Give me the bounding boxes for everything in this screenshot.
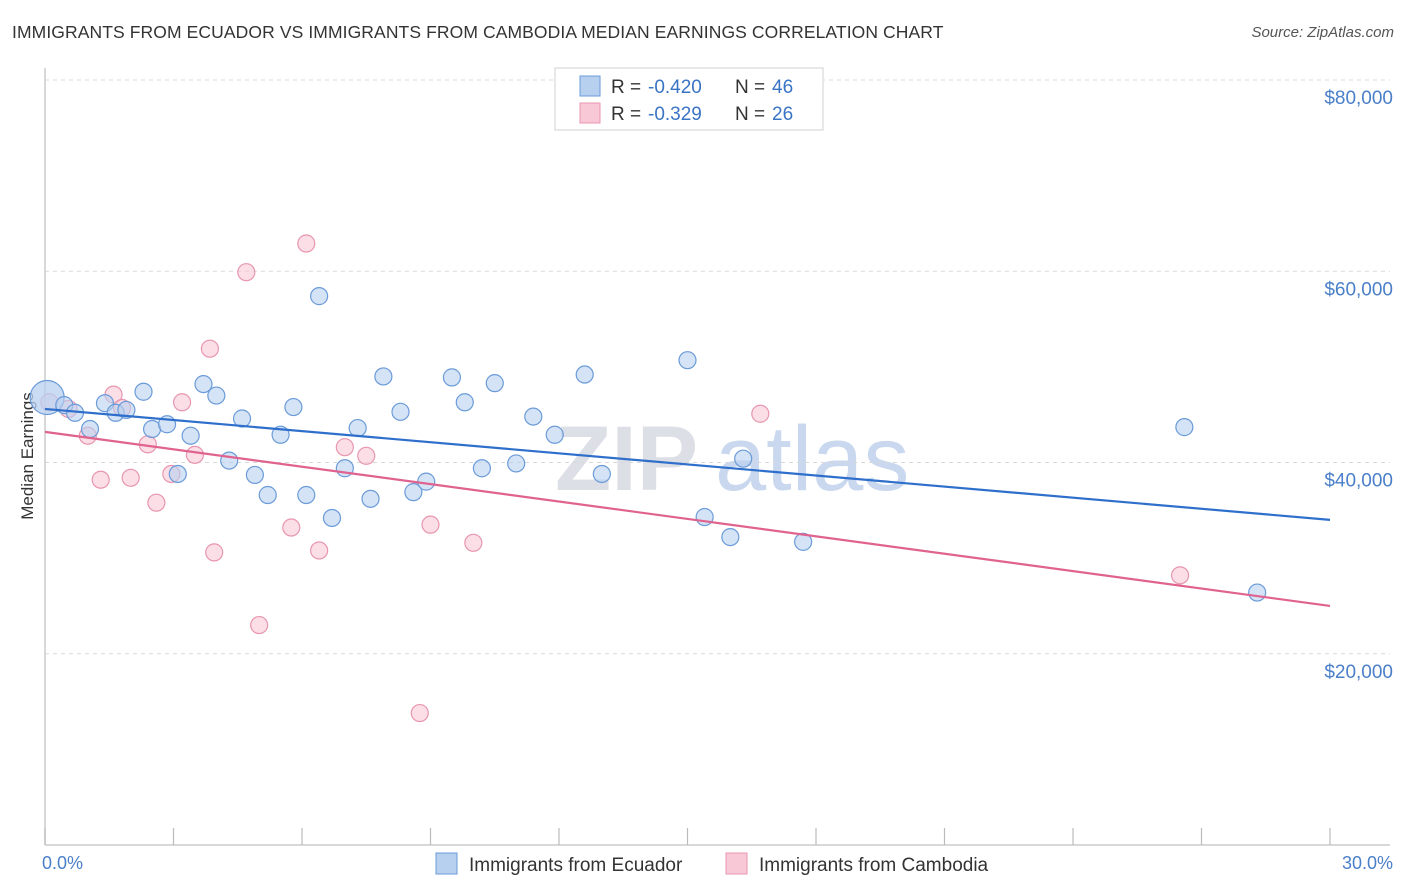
cambodia-point-19 (335, 438, 354, 457)
ecuador-point-22 (322, 508, 342, 528)
legend-swatch-ecuador (579, 75, 601, 97)
series-legend-swatch-cambodia (725, 852, 748, 875)
ecuador-point-37 (575, 365, 594, 384)
legend-r-label-cambodia: R = (611, 104, 641, 125)
y-tick-labels: $20,000 $40,000 $60,000 $80,000 (1324, 88, 1393, 683)
cambodia-point-18 (310, 541, 329, 560)
y-tick-label-3: $80,000 (1324, 88, 1393, 109)
ecuador-point-33 (485, 374, 504, 393)
cambodia-point-14 (237, 263, 256, 282)
legend-r-value-ecuador: -0.420 (648, 77, 702, 98)
ecuador-points (29, 287, 1267, 602)
ecuador-point-21 (310, 287, 329, 306)
ecuador-point-30 (442, 368, 462, 387)
legend-r-label-ecuador: R = (611, 77, 641, 98)
trend-lines (44, 407, 1331, 608)
ecuador-point-19 (284, 397, 303, 417)
cambodia-point-17 (297, 234, 316, 253)
x-ticks (44, 828, 1331, 845)
ecuador-point-32 (472, 459, 491, 478)
ecuador-point-14 (220, 451, 239, 470)
ecuador-point-12 (194, 374, 213, 394)
cambodia-point-24 (751, 404, 770, 423)
cambodia-point-3 (91, 470, 110, 489)
x-tick-label-min: 0.0% (42, 853, 83, 873)
ecuador-point-38 (592, 464, 611, 484)
cambodia-point-22 (421, 515, 440, 534)
series-legend: Immigrants from Ecuador Immigrants from … (435, 852, 989, 876)
ecuador-point-31 (455, 393, 474, 412)
legend-n-value-cambodia: 26 (772, 104, 793, 125)
series-legend-label-cambodia: Immigrants from Cambodia (759, 855, 989, 876)
ecuador-point-44 (1175, 418, 1194, 437)
ecuador-point-36 (545, 425, 564, 444)
cambodia-point-21 (410, 703, 429, 723)
series-legend-swatch-ecuador (435, 852, 458, 875)
ecuador-point-3 (80, 419, 100, 439)
cambodia-point-23 (464, 533, 483, 552)
cambodia-point-10 (172, 393, 192, 412)
cambodia-trend-line (44, 430, 1331, 608)
cambodia-point-25 (1170, 566, 1190, 585)
cambodia-point-12 (200, 339, 220, 358)
correlation-legend: R = -0.420 N = 46 R = -0.329 N = 26 (554, 67, 824, 131)
cambodia-point-6 (121, 468, 140, 487)
watermark: ZIP atlas (555, 408, 909, 510)
ecuador-point-27 (391, 402, 410, 421)
ecuador-point-10 (168, 464, 187, 484)
cambodia-point-20 (357, 446, 376, 465)
ecuador-point-8 (142, 419, 162, 439)
legend-n-value-ecuador: 46 (772, 77, 793, 98)
ecuador-point-17 (258, 485, 277, 505)
ecuador-point-26 (374, 367, 393, 386)
y-axis-label: Median Earnings (18, 392, 37, 520)
ecuador-point-28 (404, 483, 423, 502)
ecuador-point-24 (348, 418, 367, 438)
ecuador-trend-line (44, 407, 1331, 521)
ecuador-point-6 (117, 400, 136, 420)
ecuador-point-43 (794, 532, 813, 551)
ecuador-point-42 (734, 449, 753, 468)
ecuador-point-16 (245, 465, 264, 485)
ecuador-point-35 (524, 407, 543, 426)
x-tick-label-max: 30.0% (1342, 853, 1393, 873)
y-tick-label-0: $20,000 (1324, 662, 1393, 683)
cambodia-point-15 (250, 615, 269, 635)
source-credit: Source: ZipAtlas.com (1251, 24, 1394, 41)
legend-r-value-cambodia: -0.329 (648, 104, 702, 125)
ecuador-point-7 (134, 382, 153, 401)
ecuador-point-20 (297, 485, 316, 505)
legend-n-label-ecuador: N = (735, 77, 765, 98)
axes (44, 68, 1390, 846)
cambodia-point-11 (185, 445, 205, 464)
ecuador-point-39 (678, 351, 697, 370)
legend-swatch-cambodia (579, 102, 601, 124)
chart-title: IMMIGRANTS FROM ECUADOR VS IMMIGRANTS FR… (12, 22, 944, 42)
ecuador-point-11 (181, 426, 200, 445)
cambodia-point-16 (282, 518, 301, 537)
ecuador-point-13 (207, 386, 226, 405)
y-tick-label-2: $60,000 (1324, 279, 1393, 300)
ecuador-point-41 (721, 527, 740, 547)
ecuador-point-45 (1248, 583, 1267, 602)
series-legend-label-ecuador: Immigrants from Ecuador (469, 855, 683, 876)
gridlines (45, 79, 1390, 655)
cambodia-point-13 (205, 543, 224, 562)
legend-n-label-cambodia: N = (735, 104, 765, 125)
ecuador-point-25 (361, 489, 380, 508)
cambodia-point-8 (147, 493, 166, 512)
y-tick-label-1: $40,000 (1324, 471, 1393, 492)
ecuador-point-34 (507, 454, 526, 473)
